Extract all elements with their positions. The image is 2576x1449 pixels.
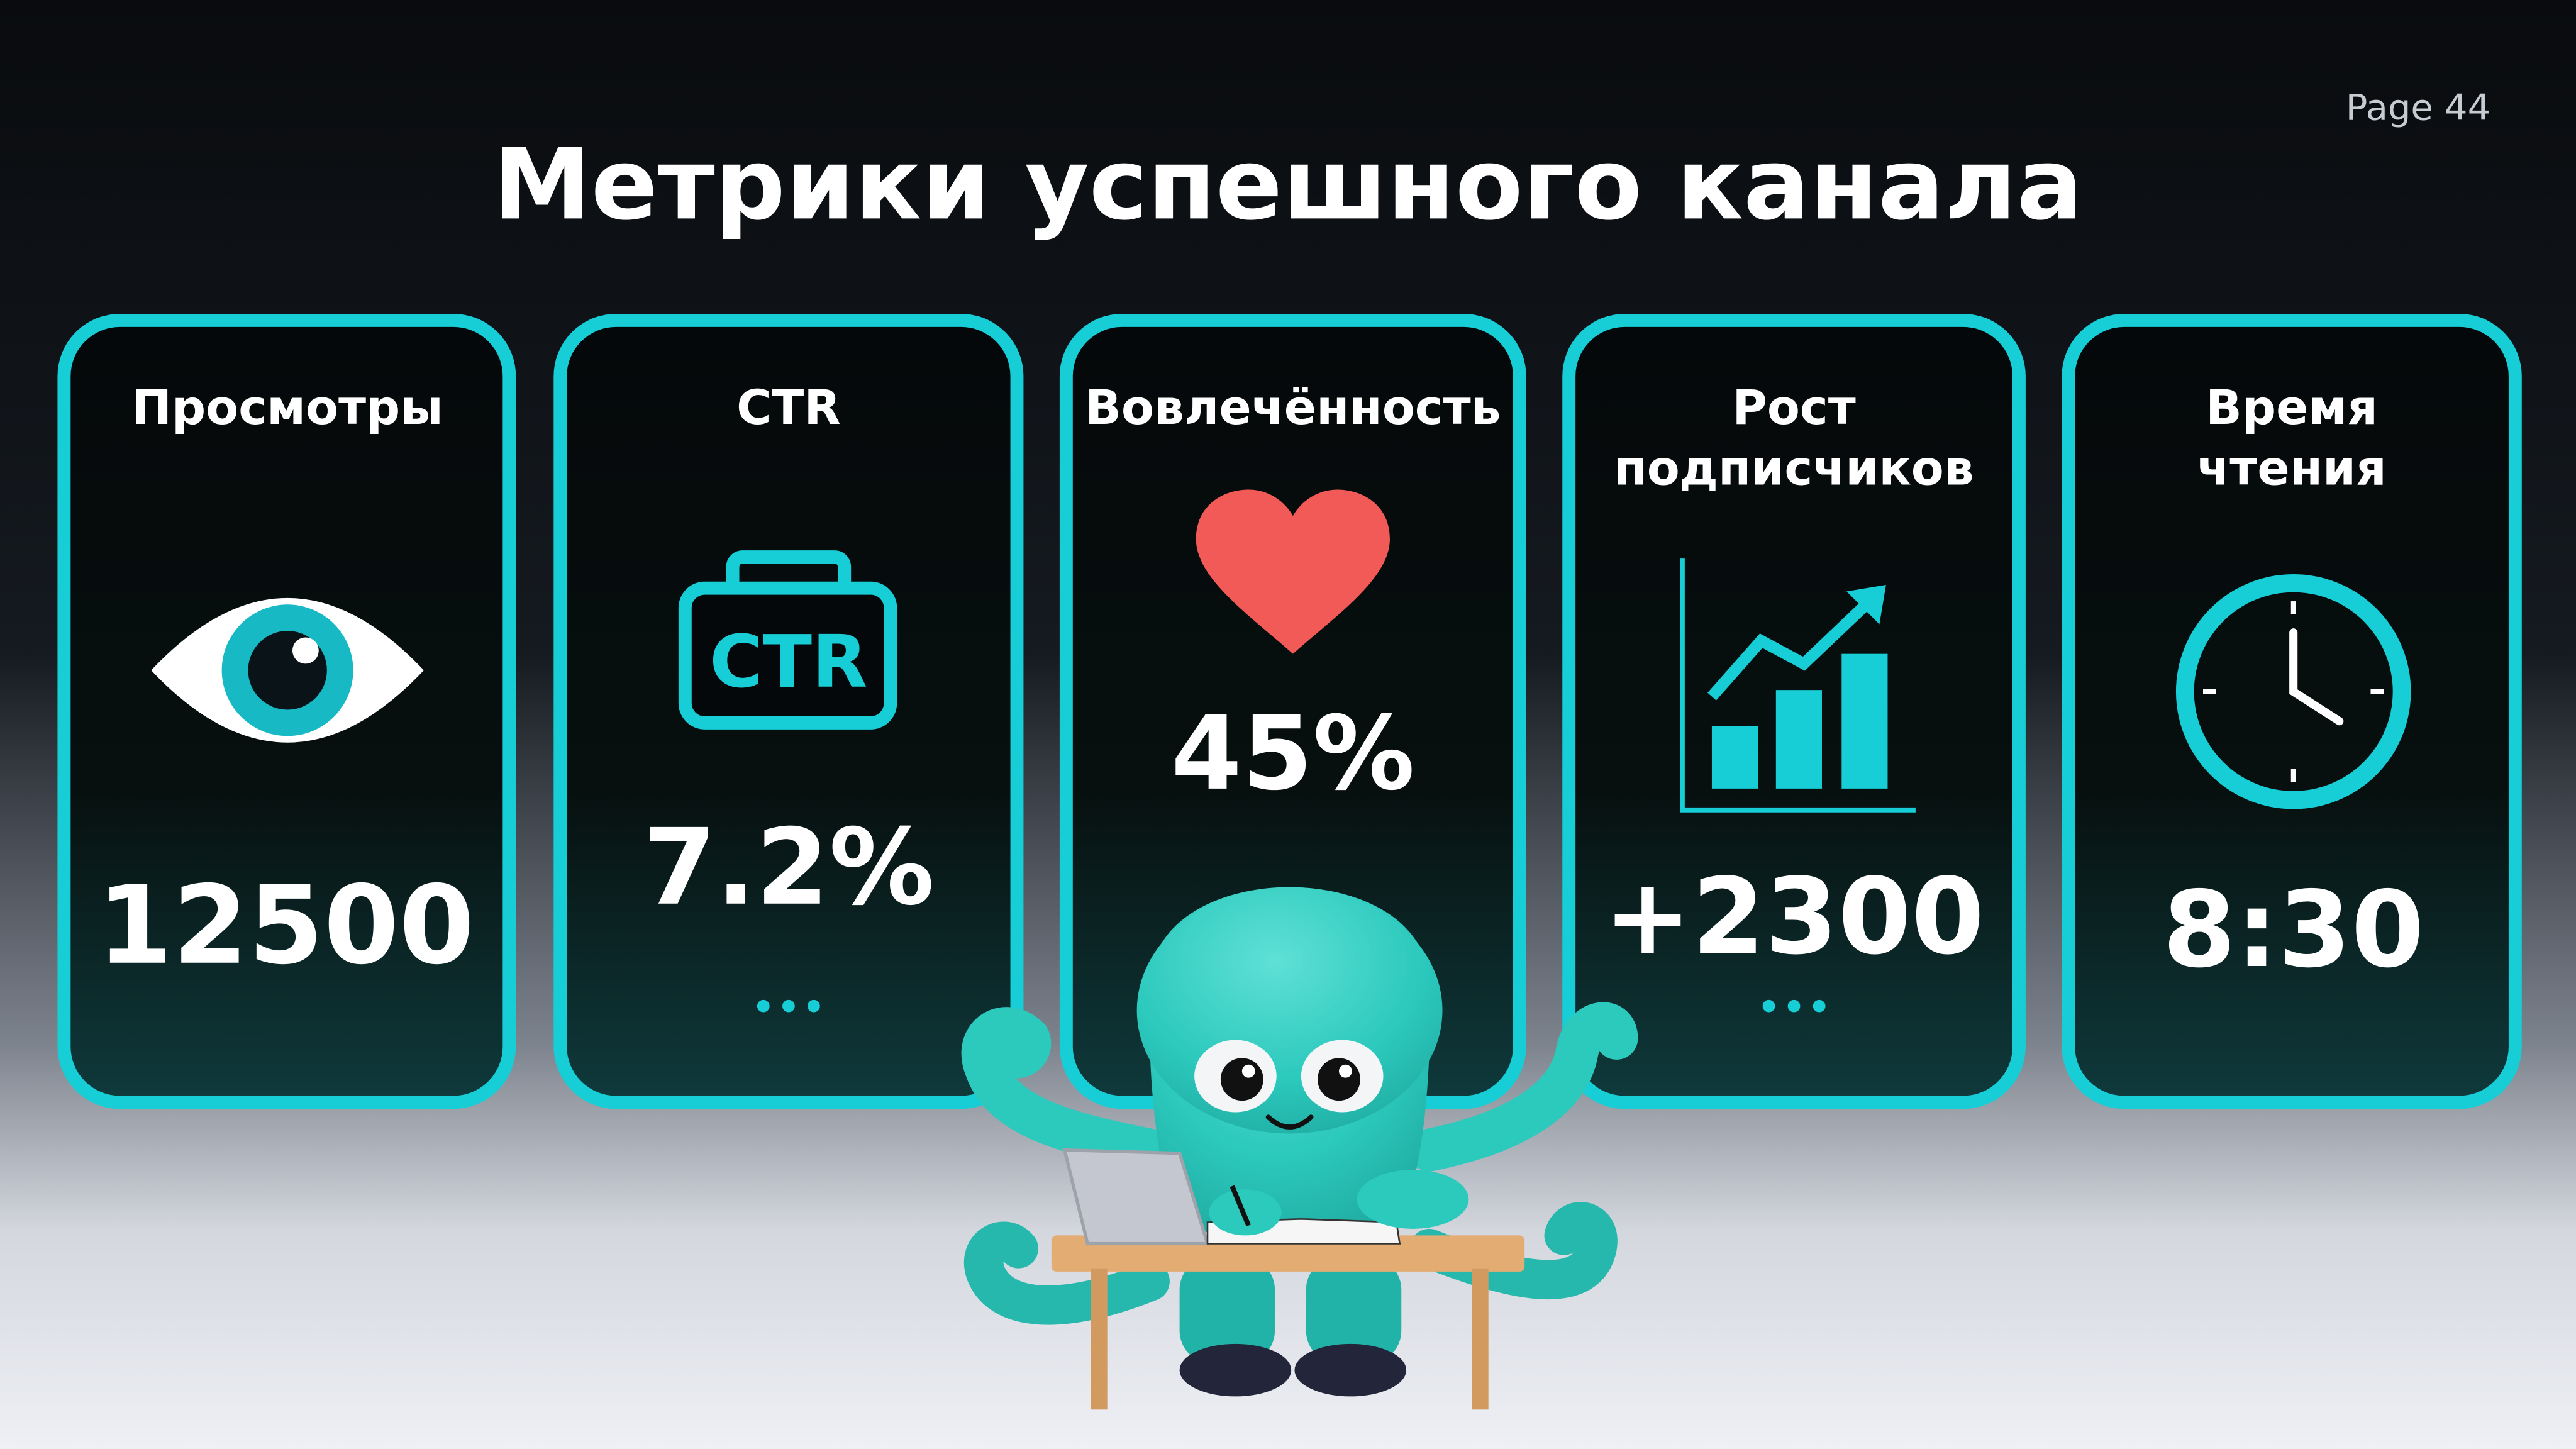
bar-chart-growth-icon [1680,558,1916,813]
clock-icon [2175,574,2411,809]
slide-title: Метрики успешного канала [493,127,2084,242]
metric-card-views: Просмотры 12500 [57,313,516,1109]
card-value: 7.2% [643,807,935,929]
more-dots[interactable]: ••• [751,983,826,1033]
ctr-badge-icon: CTR [678,550,897,730]
heart-icon [1196,489,1390,654]
card-label: Время [2206,380,2378,435]
card-label: чтения [2197,441,2386,496]
eye-icon [151,597,424,743]
card-value: +2300 [1604,856,1984,978]
card-label: Просмотры [132,380,443,435]
more-dots[interactable]: ••• [1756,983,1831,1033]
card-value: 45% [1171,695,1415,813]
metric-card-subscriber-growth: Рост подписчиков +2300 ••• [1562,313,2026,1109]
page-number: Page 44 [2346,87,2490,129]
card-label: Вовлечённость [1085,380,1501,435]
octopus-mascot-illustration [961,887,1638,1410]
metric-card-ctr: CTR CTR 7.2% ••• [553,313,1024,1109]
card-label: CTR [736,380,841,435]
card-value: 12500 [97,862,475,989]
card-label: Рост [1732,380,1855,435]
metric-card-reading-time: Время чтения 8:30 [2062,313,2522,1109]
svg-text:CTR: CTR [709,620,867,704]
card-label: подписчиков [1614,441,1974,496]
card-value: 8:30 [2163,869,2424,991]
